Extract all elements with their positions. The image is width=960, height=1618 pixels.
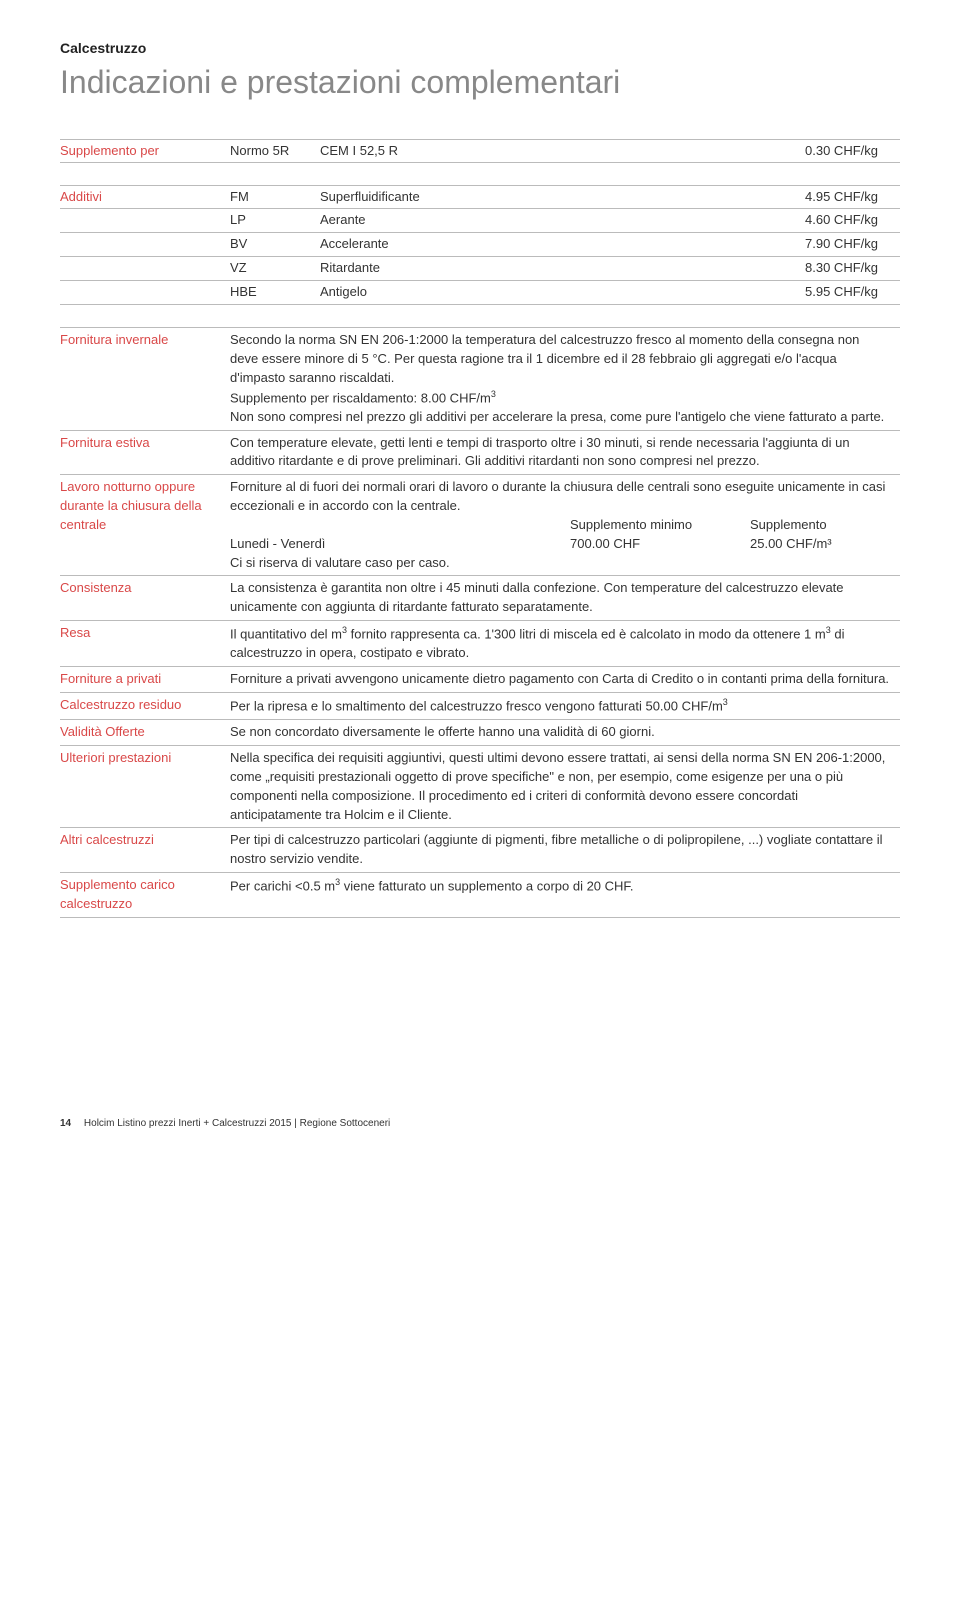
additivi-row: AdditiviFMSuperfluidificante4.95 CHF/kg [60,185,900,209]
info-text: Se non concordato diversamente le offert… [230,723,900,742]
info-text: Con temperature elevate, getti lenti e t… [230,434,900,472]
info-label: Ulteriori prestazioni [60,749,230,824]
info-row: ResaIl quantitativo del m3 fornito rappr… [60,621,900,667]
schedule-note: Ci si riserva di valutare caso per caso. [230,554,890,573]
category-label: Calcestruzzo [60,40,900,56]
additivi-desc: Accelerante [320,236,780,251]
additivi-code: LP [230,212,320,227]
additivi-value: 7.90 CHF/kg [780,236,900,251]
additivi-value: 5.95 CHF/kg [780,284,900,299]
supplemento-value: 0.30 CHF/kg [780,143,900,158]
page-footer: 14 Holcim Listino prezzi Inerti + Calces… [60,1118,900,1129]
additivi-row: BVAccelerante7.90 CHF/kg [60,233,900,257]
supplemento-desc: CEM I 52,5 R [320,143,780,158]
info-row: Fornitura estivaCon temperature elevate,… [60,431,900,476]
info-label: Altri calcestruzzi [60,831,230,869]
page-number: 14 [60,1118,71,1129]
additivi-desc: Aerante [320,212,780,227]
schedule-row: Lunedi - Venerdì700.00 CHF25.00 CHF/m³ [230,535,890,554]
info-label: Supplemento carico calcestruzzo [60,876,230,914]
info-text: Forniture al di fuori dei normali orari … [230,478,900,572]
info-text: Per tipi di calcestruzzo particolari (ag… [230,831,900,869]
info-text: Il quantitativo del m3 fornito rappresen… [230,624,900,663]
info-row: Ulteriori prestazioniNella specifica dei… [60,746,900,828]
info-label: Fornitura invernale [60,331,230,427]
additivi-value: 4.95 CHF/kg [780,189,900,204]
info-label: Validità Offerte [60,723,230,742]
additivi-row: VZRitardante8.30 CHF/kg [60,257,900,281]
additivi-section: AdditiviFMSuperfluidificante4.95 CHF/kgL… [60,185,900,305]
info-text: Secondo la norma SN EN 206-1:2000 la tem… [230,331,900,427]
additivi-desc: Ritardante [320,260,780,275]
info-text: Nella specifica dei requisiti aggiuntivi… [230,749,900,824]
info-label: Fornitura estiva [60,434,230,472]
info-text: La consistenza è garantita non oltre i 4… [230,579,900,617]
additivi-row: HBEAntigelo5.95 CHF/kg [60,281,900,305]
info-label: Lavoro notturno oppure durante la chiusu… [60,478,230,572]
info-row: Calcestruzzo residuoPer la ripresa e lo … [60,693,900,720]
info-row: Altri calcestruzziPer tipi di calcestruz… [60,828,900,873]
additivi-value: 8.30 CHF/kg [780,260,900,275]
info-label: Consistenza [60,579,230,617]
info-label: Resa [60,624,230,663]
supplemento-section: Supplemento per Normo 5R CEM I 52,5 R 0.… [60,139,900,163]
info-text: Forniture a privati avvengono unicamente… [230,670,900,689]
supplemento-code: Normo 5R [230,143,320,158]
page-title: Indicazioni e prestazioni complementari [60,64,900,101]
info-row: Supplemento carico calcestruzzoPer caric… [60,873,900,918]
supplemento-label: Supplemento per [60,143,230,158]
additivi-code: FM [230,189,320,204]
info-block: Fornitura invernaleSecondo la norma SN E… [60,327,900,918]
info-row: Lavoro notturno oppure durante la chiusu… [60,475,900,576]
supplemento-row: Supplemento per Normo 5R CEM I 52,5 R 0.… [60,139,900,163]
info-text: Per la ripresa e lo smaltimento del calc… [230,696,900,716]
info-label: Calcestruzzo residuo [60,696,230,716]
additivi-code: BV [230,236,320,251]
additivi-desc: Superfluidificante [320,189,780,204]
additivi-row: LPAerante4.60 CHF/kg [60,209,900,233]
info-row: ConsistenzaLa consistenza è garantita no… [60,576,900,621]
schedule-header: Supplemento minimoSupplemento [230,516,890,535]
info-text: Per carichi <0.5 m3 viene fatturato un s… [230,876,900,914]
additivi-desc: Antigelo [320,284,780,299]
info-row: Forniture a privatiForniture a privati a… [60,667,900,693]
info-row: Fornitura invernaleSecondo la norma SN E… [60,328,900,431]
info-row: Validità OfferteSe non concordato divers… [60,720,900,746]
info-label: Forniture a privati [60,670,230,689]
additivi-code: HBE [230,284,320,299]
additivi-value: 4.60 CHF/kg [780,212,900,227]
additivi-label: Additivi [60,189,230,204]
additivi-code: VZ [230,260,320,275]
footer-text: Holcim Listino prezzi Inerti + Calcestru… [84,1118,390,1129]
